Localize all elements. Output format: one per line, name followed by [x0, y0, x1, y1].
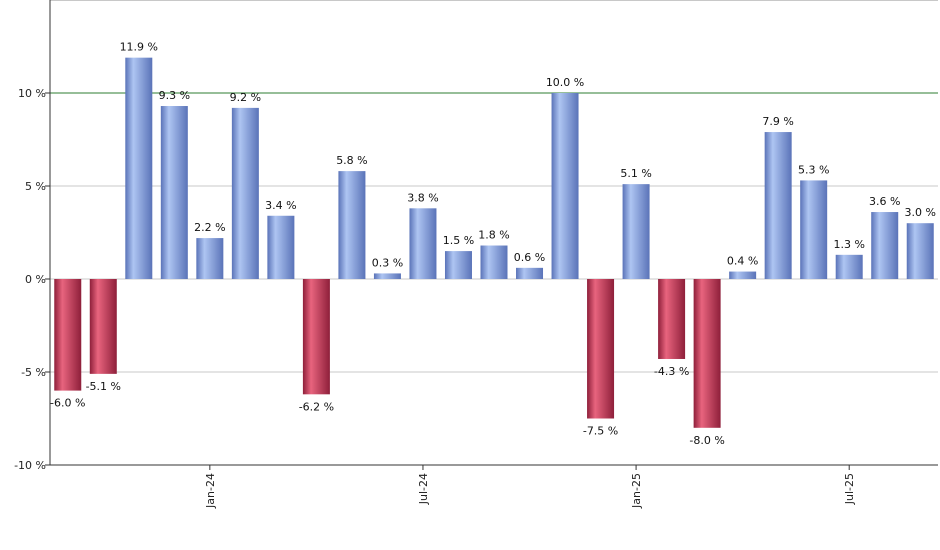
bar-12: [480, 245, 508, 279]
bar-1: [89, 279, 117, 374]
bar-0: [54, 279, 82, 391]
bar-4: [196, 238, 224, 279]
bar-17: [658, 279, 686, 359]
bar-19: [729, 271, 757, 279]
bar-5: [231, 107, 259, 279]
data-label-22: 1.3 %: [833, 238, 864, 251]
data-label-7: -6.2 %: [299, 400, 334, 413]
bar-11: [444, 251, 472, 279]
bar-24: [906, 223, 934, 279]
data-label-21: 5.3 %: [798, 163, 829, 176]
data-label-15: -7.5 %: [583, 425, 618, 438]
data-label-6: 3.4 %: [265, 199, 296, 212]
y-tick-label-3: 5 %: [25, 180, 46, 193]
bar-8: [338, 171, 366, 279]
x-tick-label-2: Jan-25: [630, 473, 643, 509]
y-tick-label-0: -10 %: [14, 459, 46, 472]
y-tick-label-1: -5 %: [21, 366, 46, 379]
bar-16: [622, 184, 650, 279]
bar-20: [764, 132, 792, 279]
data-label-0: -6.0 %: [50, 397, 85, 410]
data-label-10: 3.8 %: [407, 191, 438, 204]
data-label-12: 1.8 %: [478, 229, 509, 242]
axes: -10 % -5 % 0 % 5 % 10 % Jan-24 Jul-24 Jan-25 Jul…: [14, 0, 938, 509]
bar-6: [267, 215, 295, 279]
bar-2: [125, 57, 153, 279]
bar-21: [800, 180, 828, 279]
bar-7: [302, 279, 330, 395]
data-labels: -6.0 %-5.1 % 11.9 % 9.3 % 2.2 % 9.2 % 3.4 % -6…: [50, 41, 936, 447]
data-label-20: 7.9 %: [762, 115, 793, 128]
x-tick-label-0: Jan-24: [204, 473, 217, 509]
data-label-8: 5.8 %: [336, 154, 367, 167]
bar-15: [587, 279, 615, 419]
data-label-17: -4.3 %: [654, 365, 689, 378]
data-label-11: 1.5 %: [443, 234, 474, 247]
data-label-1: -5.1 %: [86, 380, 121, 393]
data-label-24: 3.0 %: [905, 206, 936, 219]
y-tick-label-2: 0 %: [25, 273, 46, 286]
data-label-2: 11.9 %: [120, 41, 158, 54]
bar-10: [409, 208, 437, 279]
y-tick-label-4: 10 %: [18, 87, 46, 100]
data-label-18: -8.0 %: [689, 434, 724, 447]
data-label-14: 10.0 %: [546, 76, 584, 89]
bar-18: [693, 279, 721, 428]
data-label-13: 0.6 %: [514, 251, 545, 264]
data-label-23: 3.6 %: [869, 195, 900, 208]
bar-14: [551, 93, 579, 279]
data-label-16: 5.1 %: [620, 167, 651, 180]
bar-9: [373, 273, 401, 279]
x-tick-label-1: Jul-24: [417, 473, 430, 505]
data-label-5: 9.2 %: [230, 91, 261, 104]
bar-13: [516, 267, 544, 279]
bar-3: [160, 106, 188, 280]
x-tick-label-3: Jul-25: [843, 473, 856, 505]
bar-22: [835, 254, 863, 279]
data-label-3: 9.3 %: [159, 89, 190, 102]
data-label-4: 2.2 %: [194, 221, 225, 234]
bars: [54, 57, 934, 428]
bar-23: [871, 212, 899, 279]
data-label-9: 0.3 %: [372, 256, 403, 269]
data-label-19: 0.4 %: [727, 255, 758, 268]
